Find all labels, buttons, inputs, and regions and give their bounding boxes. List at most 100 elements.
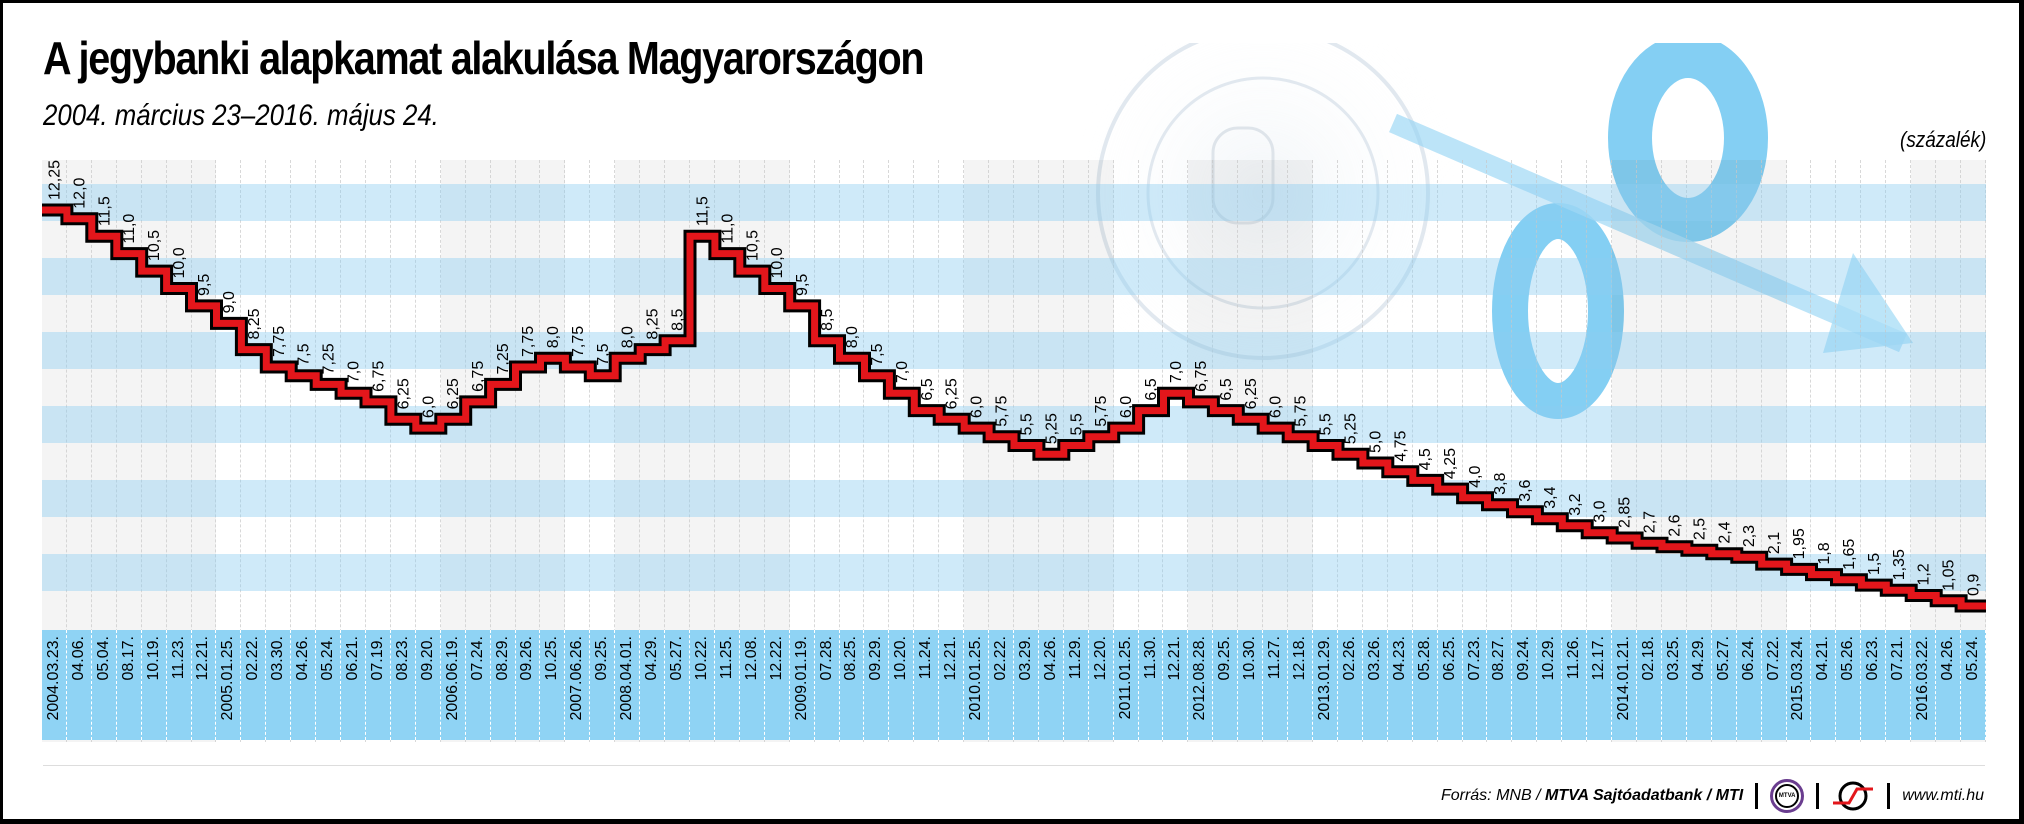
column (864, 160, 890, 742)
value-label: 7,0 (1168, 361, 1185, 383)
date-tick: 08.27. (1487, 630, 1513, 740)
value-label: 6,0 (1268, 396, 1285, 418)
date-tick: 10.29. (1537, 630, 1563, 740)
date-tick: 03.26. (1363, 630, 1388, 740)
date-label: 07.21. (1889, 636, 1907, 681)
date-label: 08.27. (1490, 636, 1508, 681)
date-tick: 02.18. (1637, 630, 1662, 740)
value-label: 2,6 (1666, 514, 1683, 536)
source-agencies: MTVA Sajtóadatbank / MTI (1544, 787, 1744, 804)
date-label: 02.22. (244, 636, 262, 681)
separator (1816, 783, 1820, 809)
value-label: 7,5 (869, 343, 886, 365)
date-label: 04.06. (69, 636, 87, 681)
column (316, 160, 342, 742)
date-label: 2007.06.26. (568, 636, 586, 721)
column (1114, 160, 1139, 742)
date-tick: 2011.01.25. (1114, 630, 1139, 740)
value-label: 3,2 (1567, 493, 1584, 515)
date-label: 10.22. (692, 636, 710, 681)
date-label: 12.21. (942, 636, 960, 681)
column (391, 160, 416, 742)
column (889, 160, 915, 742)
value-label: 3,6 (1517, 479, 1534, 501)
value-label: 5,25 (1043, 413, 1060, 444)
date-label: 03.26. (1365, 636, 1383, 681)
column (1811, 160, 1837, 742)
chart-title: A jegybanki alapkamat alakulása Magyaror… (43, 32, 925, 84)
date-tick: 11.26. (1562, 630, 1588, 740)
date-tick: 03.29. (1014, 630, 1039, 740)
source-label: Forrás: MNB / MTVA Sajtóadatbank / MTI (1441, 787, 1743, 805)
date-tick: 11.23. (167, 630, 192, 740)
date-label: 12.18. (1291, 636, 1309, 681)
value-label: 4,25 (1442, 448, 1459, 479)
date-label: 07.22. (1764, 636, 1782, 681)
footer-divider (43, 765, 1985, 766)
column (1861, 160, 1887, 742)
column (1163, 160, 1189, 742)
column (790, 160, 815, 742)
rate-step-line: 12,25 12,0 11,5 11,0 10,5 10,0 9,5 9,0 8,25 7,75 7… (42, 160, 1986, 613)
value-label: 6,0 (969, 396, 986, 418)
column (1787, 160, 1812, 742)
date-label: 11.26. (1565, 636, 1583, 680)
date-label: 06.25. (1440, 636, 1458, 681)
column (1388, 160, 1413, 742)
date-label: 2011.01.25. (1116, 636, 1134, 720)
date-label: 12.21. (1166, 636, 1184, 681)
date-tick: 04.21. (1811, 630, 1837, 740)
date-tick: 05.28. (1413, 630, 1438, 740)
date-label: 09.24. (1515, 636, 1533, 681)
date-label: 12.22. (767, 636, 785, 681)
value-label: 11,5 (694, 196, 711, 226)
value-label: 6,25 (395, 378, 412, 409)
date-tick: 2015.03.24. (1787, 630, 1812, 740)
date-label: 04.23. (1390, 636, 1408, 681)
value-label: 3,0 (1592, 500, 1609, 522)
date-label: 06.21. (344, 636, 362, 681)
value-label: 9,5 (196, 274, 213, 296)
date-tick: 12.22. (765, 630, 790, 740)
value-label: 6,25 (944, 378, 961, 409)
date-label: 11.30. (1141, 636, 1159, 680)
value-label: 5,75 (994, 396, 1011, 427)
value-label: 12,0 (71, 177, 88, 208)
value-label: 11,0 (719, 214, 736, 244)
website-link[interactable]: www.mti.hu (1902, 787, 1984, 804)
date-tick: 2005.01.25. (216, 630, 242, 740)
date-tick: 08.23. (391, 630, 416, 740)
date-axis: 2004.03.23. 04.06. 05.04. 08.17. 10.19. 11.23… (42, 630, 1986, 740)
value-label: 7,5 (595, 343, 612, 365)
date-label: 2014.01.21. (1615, 636, 1633, 721)
date-tick: 12.17. (1587, 630, 1613, 740)
value-label: 1,8 (1816, 542, 1833, 564)
date-label: 2010.01.25. (967, 636, 985, 721)
date-label: 05.26. (1839, 636, 1857, 681)
date-tick: 03.30. (266, 630, 292, 740)
date-tick: 11.30. (1139, 630, 1164, 740)
date-tick: 05.26. (1836, 630, 1862, 740)
date-tick: 2016.03.22. (1911, 630, 1937, 740)
column (1836, 160, 1862, 742)
date-tick: 2007.06.26. (565, 630, 591, 740)
column (416, 160, 441, 742)
date-label: 07.28. (817, 636, 835, 681)
value-label: 6,25 (1243, 378, 1260, 409)
source-prefix: Forrás: MNB / (1440, 787, 1545, 804)
date-label: 09.20. (418, 636, 436, 681)
date-tick: 2013.01.29. (1313, 630, 1338, 740)
date-label: 12.21. (194, 636, 212, 681)
date-label: 08.29. (493, 636, 511, 681)
column (590, 160, 616, 742)
value-label: 10,5 (744, 230, 761, 261)
column (1413, 160, 1438, 742)
mtva-logo-text: MTVA (1775, 784, 1800, 808)
value-label: 8,25 (246, 308, 263, 339)
date-label: 06.23. (1864, 636, 1882, 681)
value-label: 8,0 (620, 326, 637, 348)
date-tick: 07.28. (815, 630, 840, 740)
date-label: 2012.08.28. (1191, 636, 1209, 721)
date-tick: 12.21. (939, 630, 965, 740)
value-label: 10,5 (146, 230, 163, 261)
